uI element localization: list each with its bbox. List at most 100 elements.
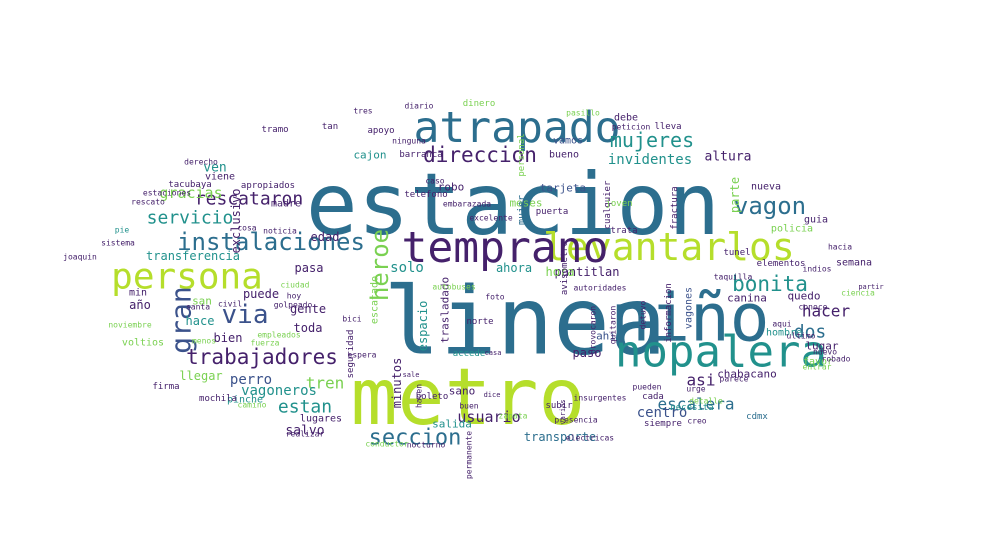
word-creo: creo: [687, 417, 706, 426]
word-persona: persona: [111, 257, 263, 298]
word-caso: caso: [425, 177, 444, 186]
word-boleto: boleto: [416, 392, 449, 402]
word-hombre: hombre: [766, 328, 802, 339]
word-zapata: zapata: [499, 412, 528, 421]
word-varias: varias: [559, 399, 567, 424]
word-linea: linea: [384, 268, 667, 377]
word-nuevo: nuevo: [813, 348, 837, 357]
word-policia: policia: [771, 224, 813, 235]
word-escatado: escatado: [370, 276, 381, 324]
word-nopalera: nopalera: [615, 327, 827, 378]
word-embarazada: embarazada: [443, 200, 491, 209]
word-tacubaya: tacubaya: [168, 180, 211, 190]
word-via: via: [222, 300, 269, 330]
word-estaciones: estaciones: [143, 189, 191, 198]
word-trabajadores: trabajadores: [186, 345, 338, 369]
word-espera: espera: [348, 351, 377, 360]
word-atrapado: atrapado: [413, 103, 620, 153]
word-dinero: dinero: [463, 99, 496, 109]
word-paso: paso: [573, 346, 602, 360]
word-subir: subir: [545, 401, 573, 411]
word-ahi: ahi: [596, 330, 616, 343]
word-lugar: lugar: [805, 340, 838, 353]
word-joven: joven: [605, 199, 632, 209]
word-metro: metro: [351, 353, 586, 443]
word-exclusivo: exclusivo: [229, 188, 243, 253]
word-detuvo: detuvo: [639, 300, 648, 329]
word-parte: parte: [728, 177, 742, 213]
word-accede: accede: [453, 349, 486, 359]
word-cualquier: cualquier: [603, 180, 613, 229]
word-gran: gran: [165, 286, 198, 353]
word-empleados: empleados: [257, 331, 301, 340]
word-urge: urge: [686, 385, 705, 394]
word-temprano: temprano: [401, 223, 608, 273]
word-joaquin: joaquin: [63, 253, 97, 262]
word-llegar: llegar: [179, 369, 222, 383]
word-instalaciones: instalaciones: [177, 228, 365, 256]
word-espacio: espacio: [416, 301, 430, 352]
word-vagon: vagon: [734, 192, 806, 220]
word-telefono: telefono: [404, 190, 447, 200]
word-sano: sano: [449, 385, 476, 398]
word-estan: estan: [278, 397, 332, 418]
word-civil: civil: [218, 300, 242, 309]
word-tramo: tramo: [261, 125, 288, 135]
word-favor: favor: [803, 357, 833, 368]
word-sale: sale: [403, 371, 420, 379]
word-tres: tres: [353, 107, 372, 116]
word-vamos: vamos: [553, 136, 583, 147]
word-perro: perro: [230, 372, 272, 388]
word-min: min: [129, 288, 147, 299]
word-rescato: rescato: [131, 198, 165, 207]
word-nocturno: nocturno: [407, 441, 446, 450]
word-robo: robo: [438, 181, 465, 194]
word-ciencia: ciencia: [841, 289, 875, 298]
word-cdmx: cdmx: [746, 412, 768, 422]
word-solo: solo: [390, 260, 424, 276]
word-servicio: servicio: [147, 208, 234, 229]
word-levantarlos: levantarlos: [543, 225, 795, 269]
word-edad: edad: [311, 230, 340, 244]
word-cajon: cajon: [353, 149, 386, 162]
word-madre: madre: [271, 199, 301, 210]
word-peticion: peticion: [612, 123, 651, 132]
word-hacia: hacia: [828, 243, 852, 252]
word-asi: asi: [687, 371, 716, 390]
word-hace: hace: [186, 314, 215, 328]
word-seguridad: seguridad: [346, 330, 356, 379]
word-autoridades: autoridades: [574, 284, 627, 293]
word-bien: bien: [214, 331, 243, 345]
word-buen: buen: [459, 402, 478, 411]
word-apropiados: apropiados: [241, 181, 295, 191]
word-estacion: estacion: [306, 155, 720, 255]
word-necesita: necesita: [670, 403, 713, 413]
word-toda: toda: [294, 321, 323, 335]
word-puede: puede: [243, 287, 279, 301]
word-personal: personal: [517, 133, 527, 176]
word-dos: dos: [794, 322, 827, 343]
word-vagoneros: vagoneros: [241, 383, 317, 399]
word-heroe: heroe: [366, 229, 394, 301]
word-robado: robado: [822, 355, 851, 364]
word-hora: hora: [546, 265, 575, 279]
word-noviembre: noviembre: [108, 321, 152, 330]
word-tarjeta: tarjeta: [540, 182, 586, 195]
word-hacer: hacer: [802, 302, 851, 321]
word-lleva: lleva: [654, 122, 681, 132]
word-canina: canina: [727, 292, 767, 305]
word-informacion: informacion: [664, 283, 674, 343]
word-fuerza: fuerza: [251, 339, 280, 348]
word-entrar: entrar: [803, 363, 832, 372]
word-lugares: lugares: [300, 414, 342, 425]
word-provocaron: provocaron: [589, 306, 598, 354]
word-sistema: sistema: [101, 239, 135, 248]
word-san: san: [192, 295, 212, 308]
word-escalera: escalera: [657, 395, 734, 414]
word-usuario: usuario: [457, 408, 520, 426]
word-quitaron: quitaron: [609, 306, 618, 345]
word-camino: camino: [238, 401, 267, 410]
word-golpeado: golpeado: [274, 301, 313, 310]
word-ultimo: ultimo: [787, 332, 816, 341]
word-ciudad: ciudad: [281, 281, 310, 290]
